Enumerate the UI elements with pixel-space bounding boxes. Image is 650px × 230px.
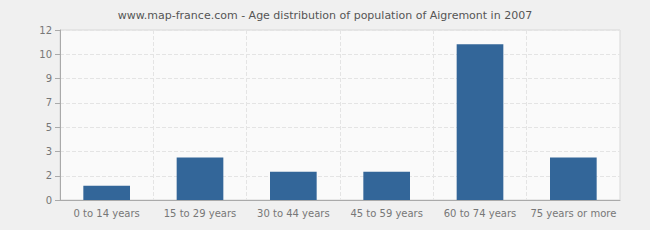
svg-text:12: 12 — [39, 25, 52, 36]
svg-text:0 to 14 years: 0 to 14 years — [74, 208, 140, 219]
svg-text:7: 7 — [46, 97, 52, 108]
svg-text:www.map-france.com - Age distr: www.map-france.com - Age distribution of… — [118, 9, 532, 22]
svg-text:75 years or more: 75 years or more — [530, 208, 616, 219]
svg-text:15 to 29 years: 15 to 29 years — [164, 208, 237, 219]
svg-text:2: 2 — [46, 170, 52, 181]
svg-text:10: 10 — [39, 49, 52, 60]
svg-text:45 to 59 years: 45 to 59 years — [350, 208, 423, 219]
svg-text:60 to 74 years: 60 to 74 years — [444, 208, 517, 219]
svg-text:30 to 44 years: 30 to 44 years — [257, 208, 330, 219]
svg-text:3: 3 — [46, 146, 52, 157]
svg-text:0: 0 — [46, 195, 52, 206]
svg-text:5: 5 — [46, 122, 52, 133]
svg-text:9: 9 — [46, 73, 52, 84]
